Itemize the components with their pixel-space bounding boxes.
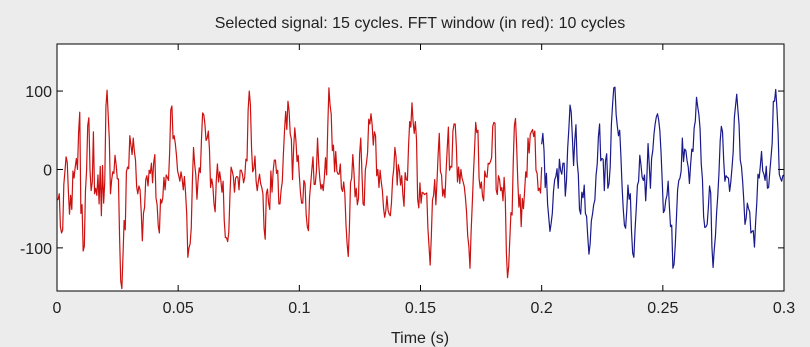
plot-area [57, 44, 784, 291]
tick-layer: 0 0.05 0.1 0.15 0.2 0.25 0.3 100 0 -100 [20, 44, 795, 317]
chart-title: Selected signal: 15 cycles. FFT window (… [215, 15, 626, 32]
x-tick-label: 0.05 [163, 300, 194, 317]
x-axis-label: Time (s) [391, 330, 449, 347]
x-tick-label: 0.2 [531, 300, 553, 317]
x-tick-label: 0.1 [288, 300, 310, 317]
x-tick-label: 0.15 [405, 300, 436, 317]
x-tick-label: 0.25 [647, 300, 678, 317]
y-tick-label: 0 [43, 162, 52, 179]
series-layer [56, 86, 785, 290]
series-line-1 [56, 87, 543, 290]
x-tick-label: 0.3 [773, 300, 795, 317]
x-tick-label: 0 [53, 300, 62, 317]
y-tick-label: -100 [20, 241, 52, 258]
series-line-2 [541, 86, 785, 269]
y-tick-label: 100 [25, 84, 52, 101]
